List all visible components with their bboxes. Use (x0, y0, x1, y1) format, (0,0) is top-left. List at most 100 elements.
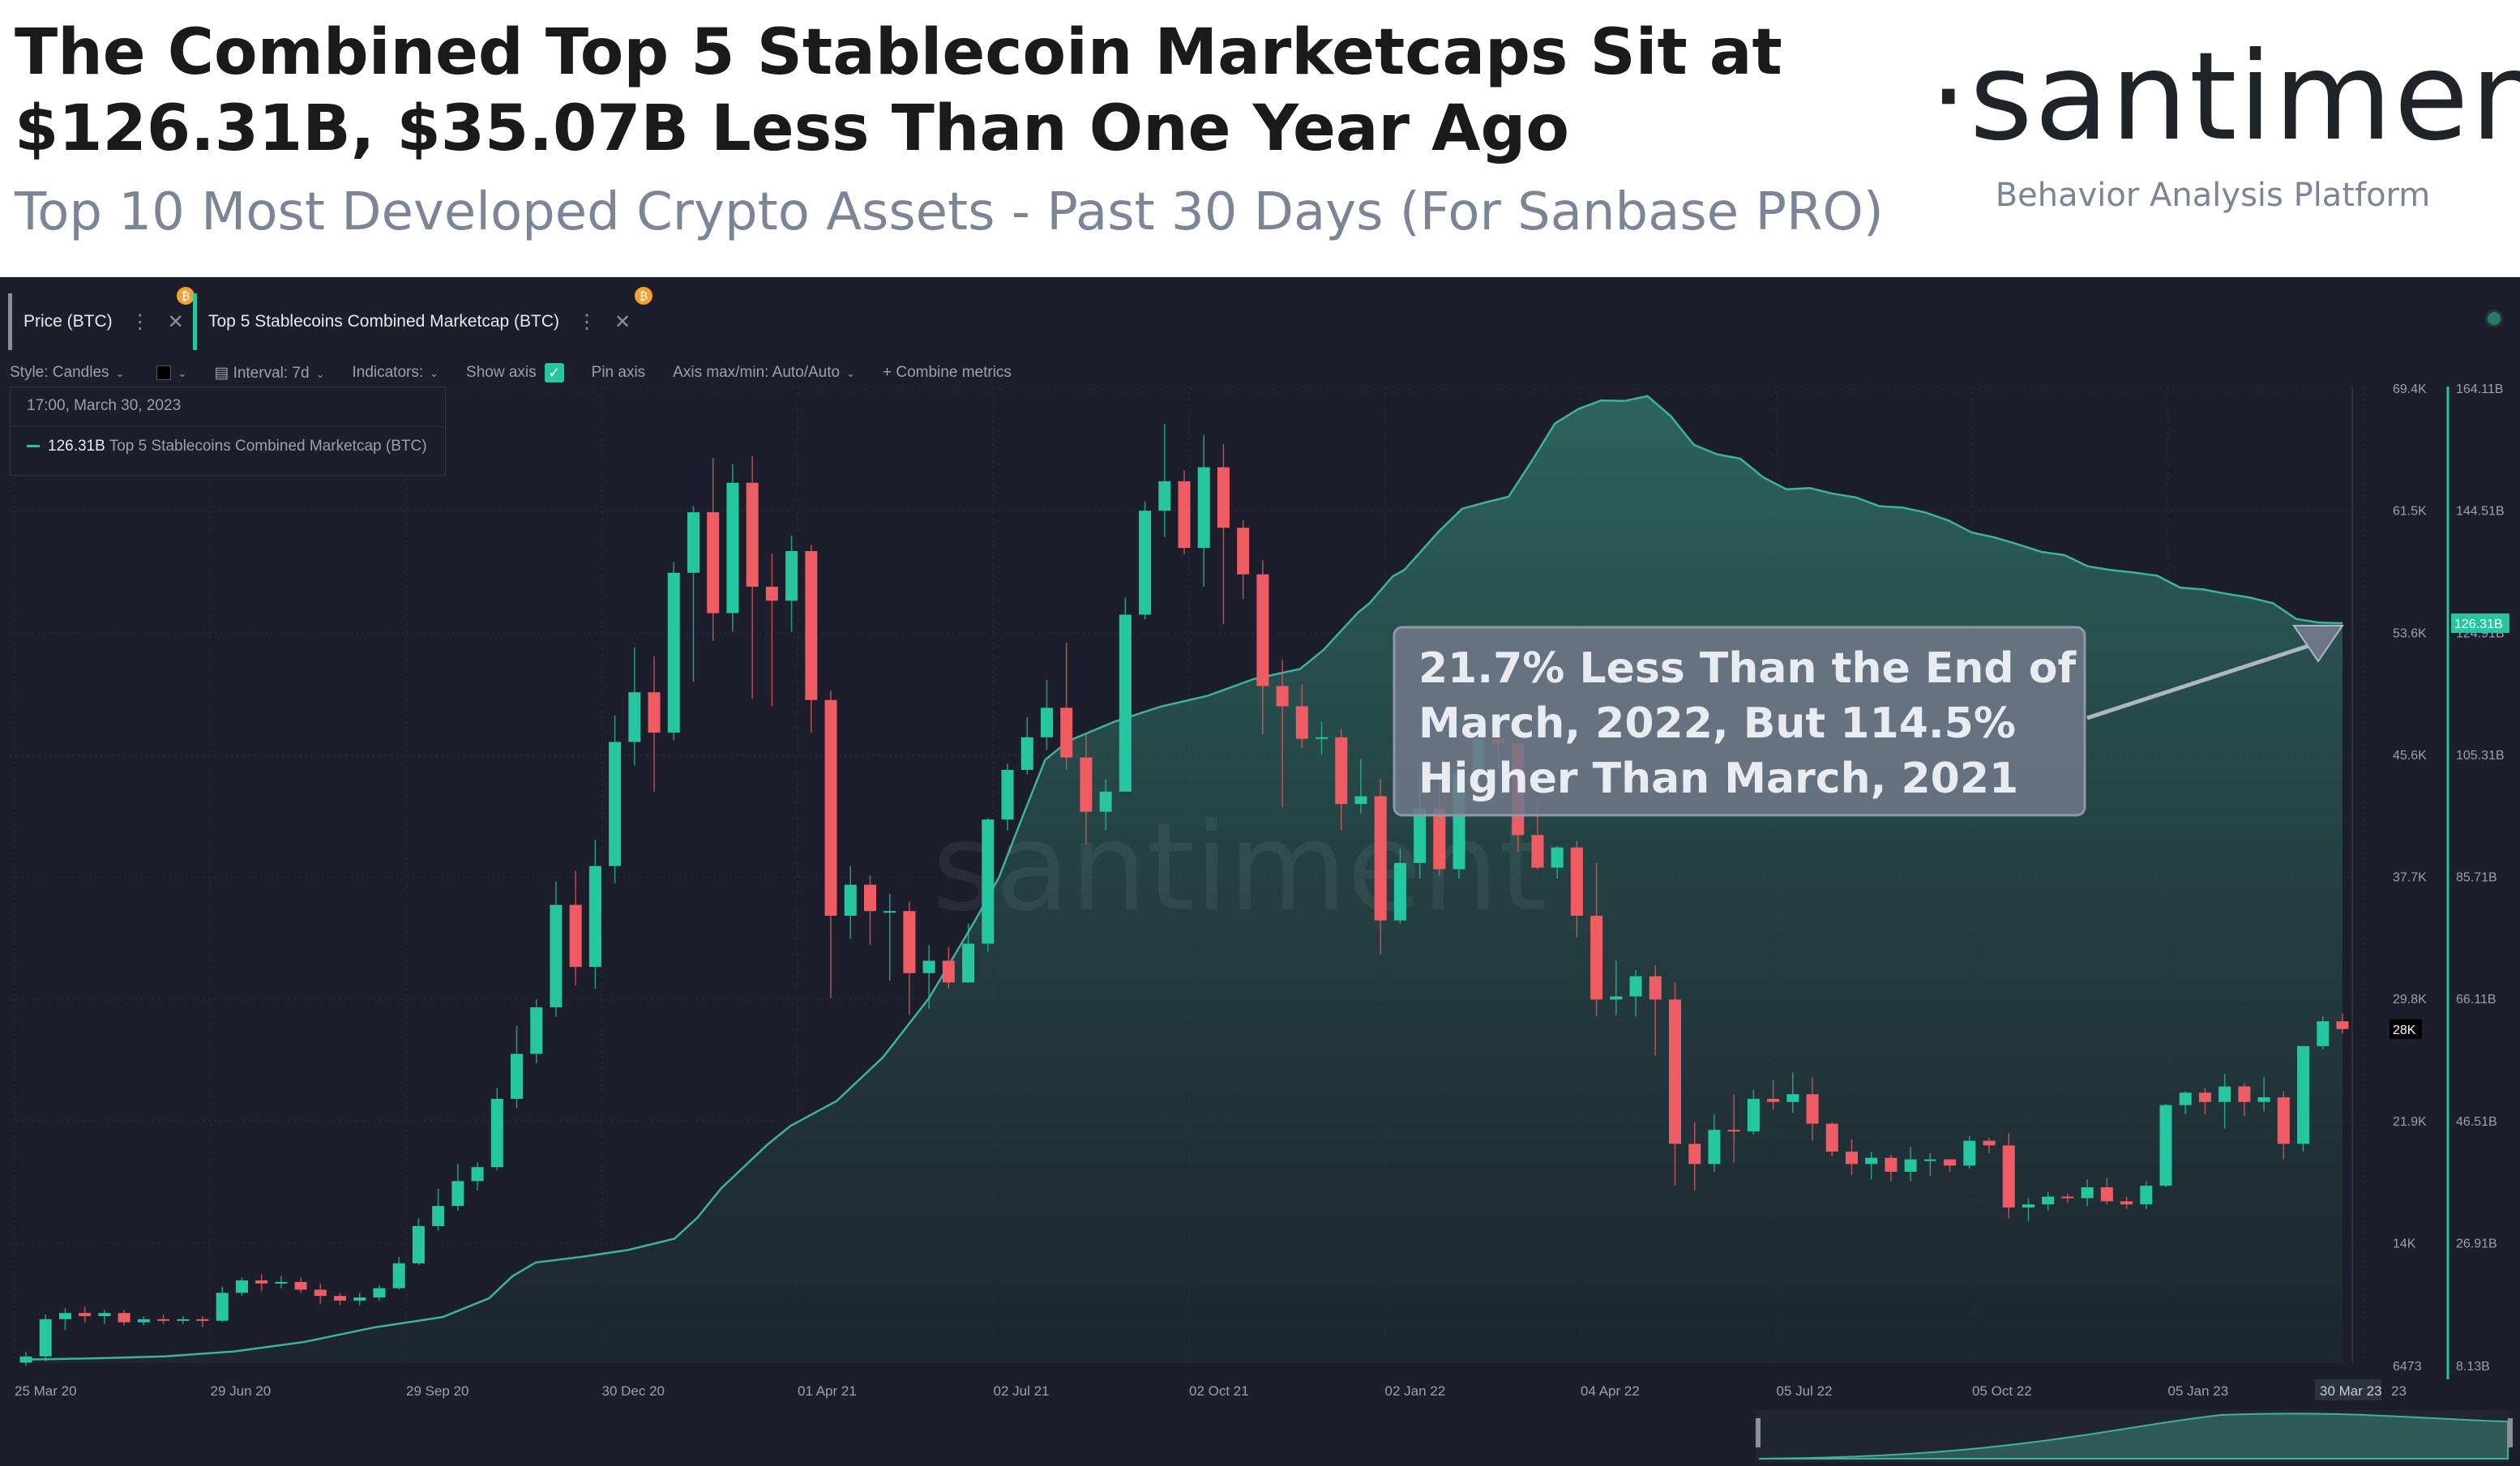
candle (1295, 706, 1308, 739)
candle (1727, 1130, 1740, 1132)
candle (942, 960, 955, 983)
santiment-logo: ·santiment· (1929, 27, 2520, 168)
tab-price-btc[interactable]: Price (BTC) ⋮ ✕ ₿ (8, 287, 195, 350)
candle (1590, 915, 1603, 1000)
x-tick-label: 02 Jul 21 (994, 1383, 1050, 1399)
candle (1610, 996, 1623, 1000)
pin-axis-toggle[interactable]: Pin axis (591, 364, 646, 381)
candle (1806, 1094, 1819, 1124)
candle (1060, 707, 1073, 758)
interval-select[interactable]: ▤ Interval: 7d ⌄ (214, 364, 325, 382)
price-tick-label: 37.7K (2393, 871, 2427, 885)
tab-menu-icon[interactable]: ⋮ (577, 310, 597, 333)
annotation-arrow-line (2086, 643, 2309, 720)
candle (1119, 614, 1132, 792)
x-tick-label: 04 Apr 22 (1581, 1383, 1640, 1399)
x-tick-label: 23 (2391, 1383, 2407, 1399)
marketcap-tick-label: 105.31B (2456, 749, 2505, 763)
candle (1197, 467, 1210, 549)
candle (412, 1225, 425, 1263)
candle (588, 865, 601, 968)
candle (1276, 686, 1289, 707)
candle (962, 943, 975, 983)
candle (2218, 1086, 2231, 1102)
indicators-select[interactable]: Indicators: ⌄ (352, 364, 439, 381)
tab-stablecoin-marketcap[interactable]: Top 5 Stablecoins Combined Marketcap (BT… (193, 287, 653, 350)
candle (294, 1281, 307, 1290)
x-tick-label: 25 Mar 20 (15, 1383, 77, 1399)
show-axis-toggle[interactable]: Show axis ✓ (466, 363, 564, 383)
marketcap-tick-label: 26.91B (2456, 1237, 2497, 1250)
candle (1237, 528, 1250, 575)
candle (19, 1356, 32, 1363)
candle (2179, 1092, 2192, 1105)
x-tick-label: 05 Jan 23 (2168, 1383, 2229, 1399)
candle (2198, 1092, 2211, 1102)
color-select[interactable]: ⌄ (152, 364, 186, 382)
brand-tagline: Behavior Analysis Platform (1995, 177, 2431, 214)
candle (2317, 1021, 2330, 1046)
x-tick-label: 30 Dec 20 (602, 1383, 665, 1399)
candle (628, 692, 641, 742)
candle (471, 1167, 484, 1182)
tab-close-icon[interactable]: ✕ (167, 310, 184, 333)
x-tick-label: 02 Oct 21 (1189, 1383, 1249, 1399)
legend-value: 126.31B (48, 438, 105, 455)
candle (1256, 574, 1269, 686)
candle (137, 1319, 150, 1323)
annotation-text: 21.7% Less Than the End of (1418, 644, 2077, 693)
candle (432, 1206, 445, 1226)
checkbox-checked-icon[interactable]: ✓ (544, 363, 564, 383)
candle (1217, 467, 1230, 528)
candle (2159, 1105, 2172, 1186)
axis-maxmin-select[interactable]: Axis max/min: Auto/Auto ⌄ (673, 364, 855, 381)
candle (353, 1297, 366, 1301)
candle (1080, 757, 1093, 812)
candle (196, 1319, 209, 1321)
style-select[interactable]: Style: Candles ⌄ (10, 364, 125, 381)
candle (1865, 1157, 1878, 1165)
candle (805, 550, 818, 700)
tab-menu-icon[interactable]: ⋮ (130, 310, 150, 333)
candle (1983, 1140, 1996, 1146)
candle (39, 1319, 52, 1357)
candle (1354, 796, 1367, 805)
x-tick-label: 02 Jan 22 (1385, 1383, 1446, 1399)
candle (1158, 481, 1171, 511)
tab-label: Price (BTC) (24, 312, 113, 331)
x-tick-label: 01 Apr 21 (798, 1383, 857, 1399)
candle (1649, 976, 1662, 1000)
color-swatch-icon (156, 365, 172, 380)
candle (2238, 1086, 2251, 1102)
candle (1433, 808, 1446, 870)
candle (824, 699, 837, 916)
x-tick-label: 29 Jun 20 (211, 1383, 272, 1399)
candle (785, 550, 798, 601)
candle (255, 1280, 268, 1284)
legend-timestamp: 17:00, March 30, 2023 (27, 397, 182, 414)
hover-legend: 17:00, March 30, 2023 126.31B Top 5 Stab… (10, 387, 446, 476)
candle (844, 884, 857, 916)
candle (1904, 1159, 1917, 1172)
candle (609, 742, 622, 866)
candle (511, 1054, 524, 1099)
candle (2140, 1186, 2153, 1205)
candle (79, 1313, 92, 1317)
candle (1845, 1152, 1858, 1165)
combine-metrics-button[interactable]: + Combine metrics (883, 364, 1012, 381)
candle (746, 482, 759, 588)
candle (1825, 1123, 1838, 1152)
candle (883, 911, 896, 913)
price-tick-label: 45.6K (2393, 749, 2427, 763)
price-min-label: 6473 (2393, 1360, 2422, 1374)
tab-close-icon[interactable]: ✕ (614, 310, 631, 333)
price-tick-label: 21.9K (2393, 1115, 2427, 1129)
price-tick-label: 29.8K (2393, 993, 2427, 1007)
candle (1747, 1098, 1760, 1132)
candle (687, 512, 700, 573)
candle (1551, 847, 1564, 868)
candle (903, 911, 916, 973)
candle (982, 819, 995, 944)
price-tick-label: 14K (2393, 1237, 2416, 1250)
candle (1099, 791, 1112, 812)
